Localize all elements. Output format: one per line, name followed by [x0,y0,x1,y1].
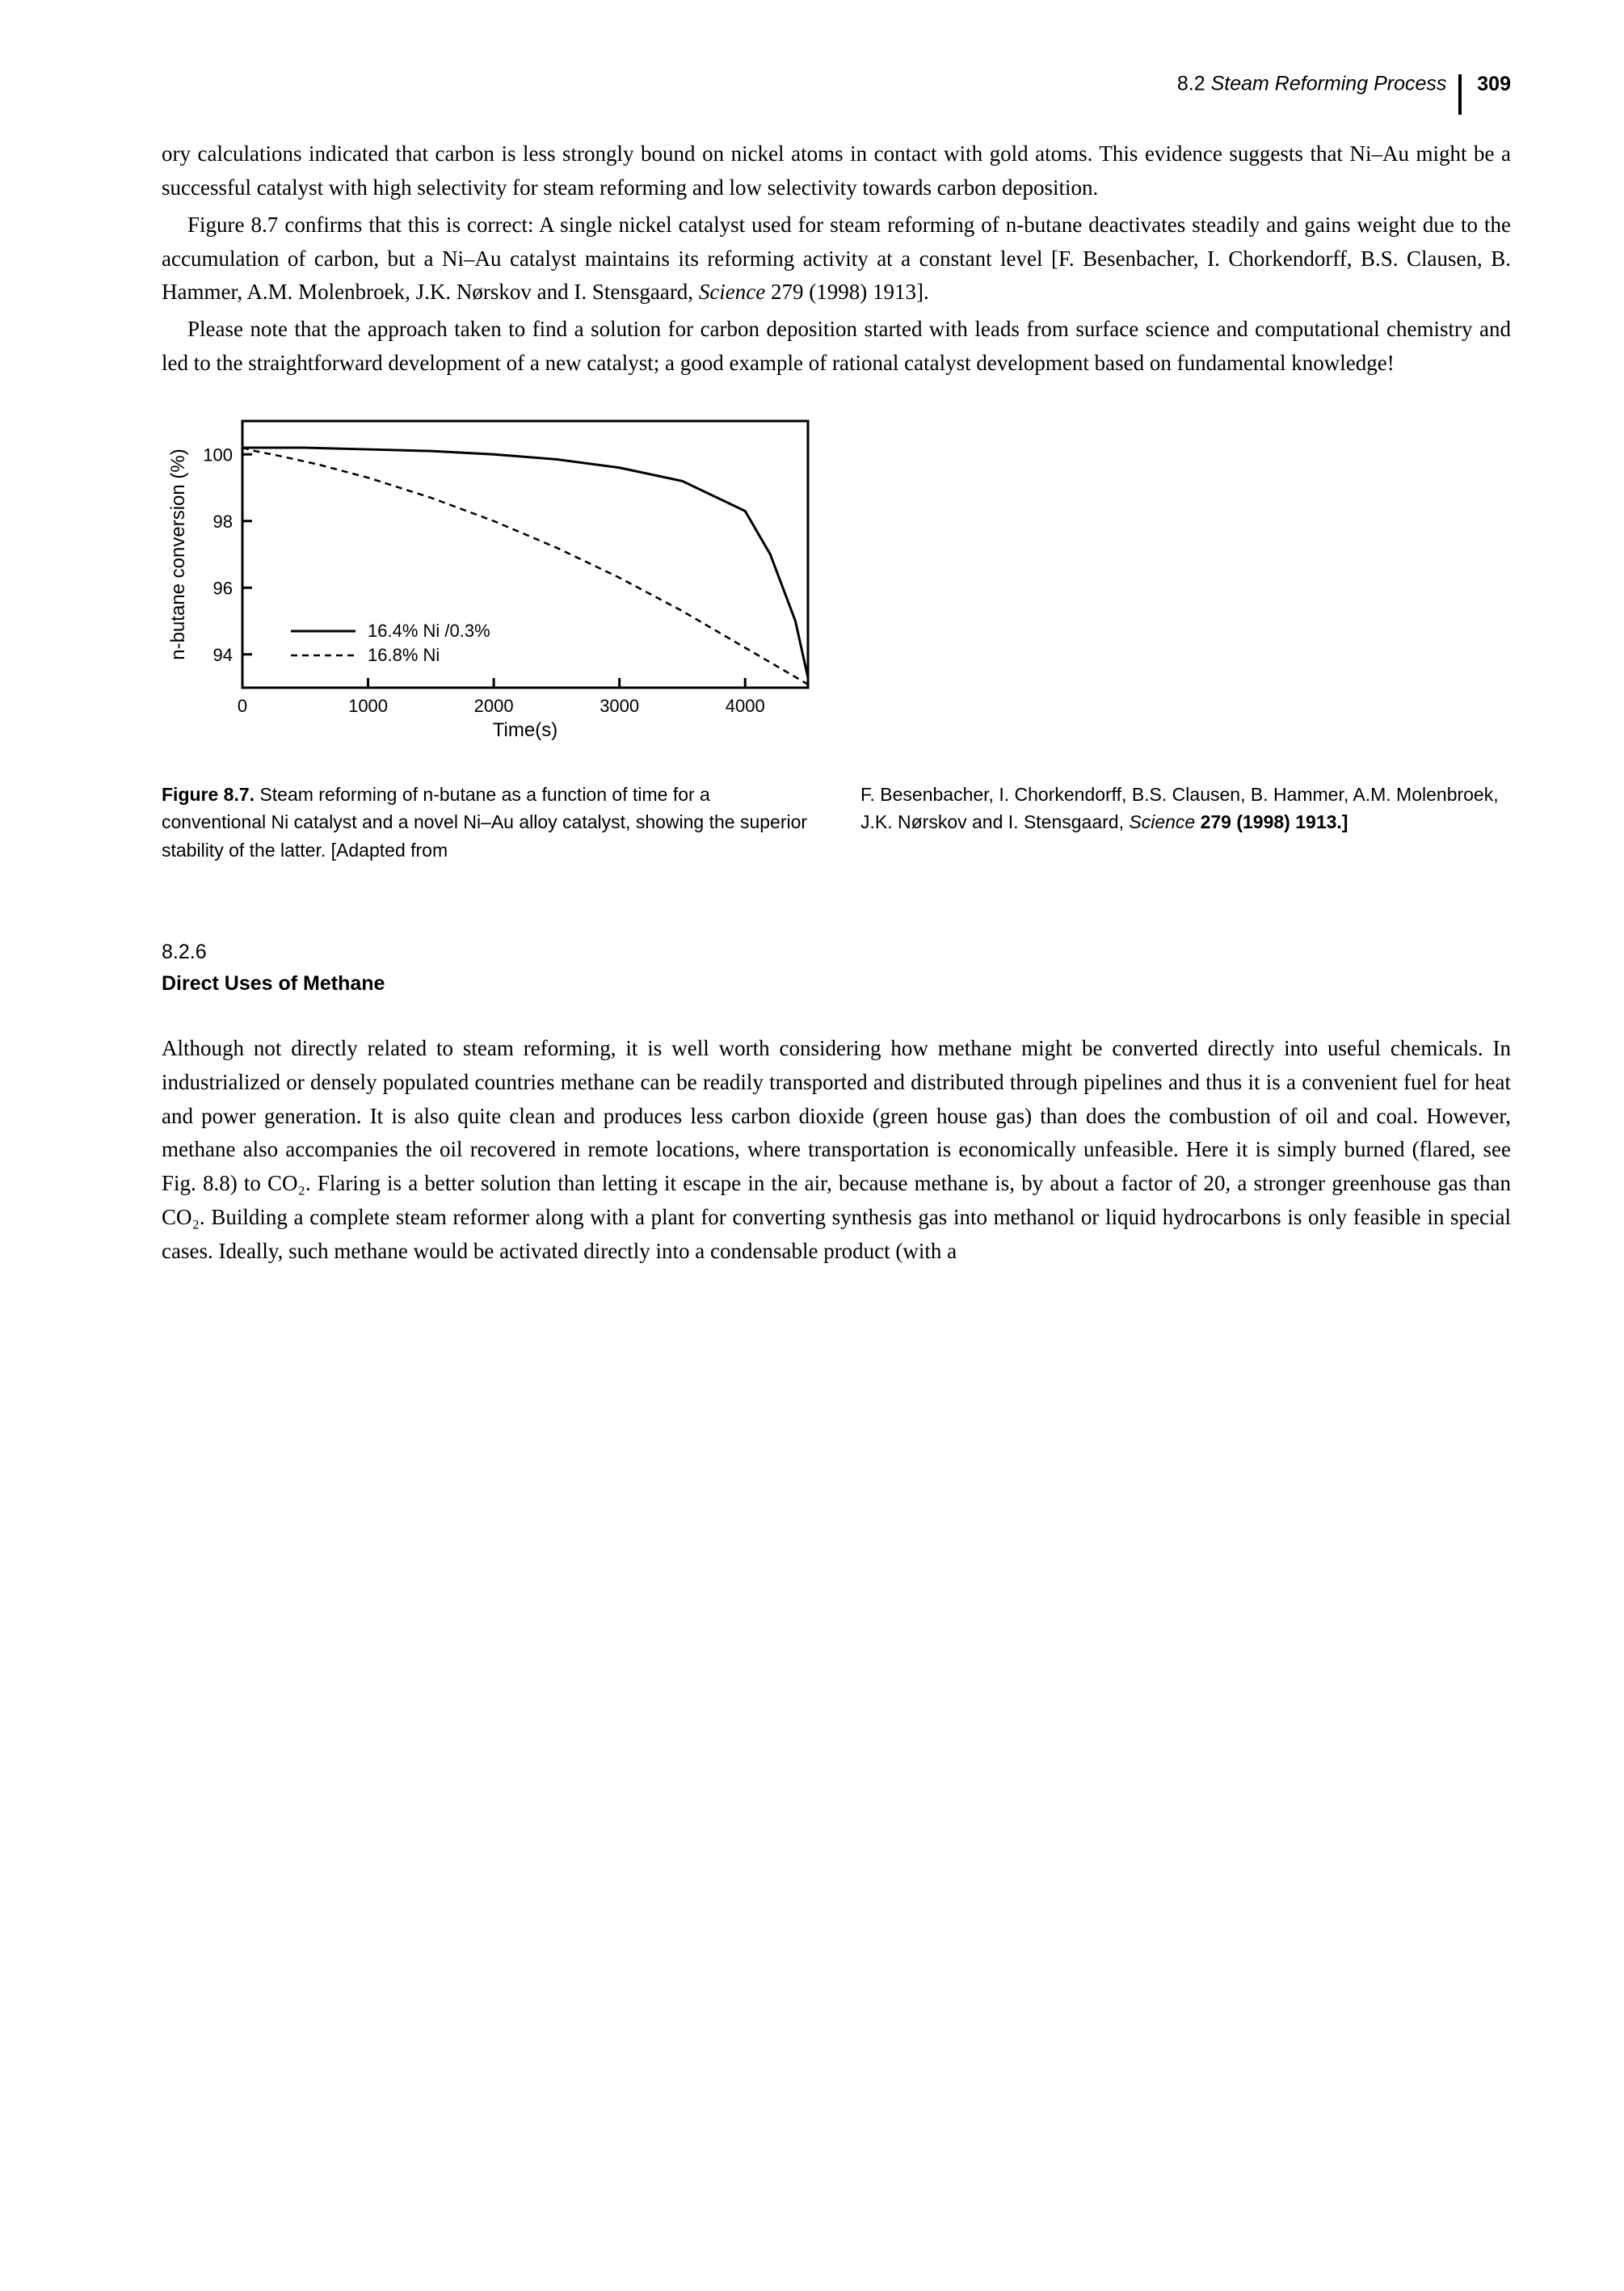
figure-8-7: 0 1000 2000 3000 4000 94 96 98 100 Time(s) n-butan… [162,405,1511,865]
figure-caption-left: Figure 8.7. Steam reforming of n-butane … [162,781,812,865]
svg-text:3000: 3000 [600,696,639,716]
paragraph-2: Figure 8.7 confirms that this is correct… [162,208,1511,310]
paragraph-1: ory calculations indicated that carbon i… [162,137,1511,205]
figure-caption-right-italic: Science [1129,811,1195,832]
svg-text:1000: 1000 [348,696,388,716]
chart: 0 1000 2000 3000 4000 94 96 98 100 Time(s) n-butan… [162,405,824,744]
svg-text:2000: 2000 [474,696,514,716]
paragraph-2-b: 279 (1998) 1913]. [765,280,928,304]
svg-text:98: 98 [213,512,233,532]
paragraph-4: Although not directly related to steam r… [162,1032,1511,1269]
figure-caption-right-b: 279 (1998) 1913.] [1195,811,1348,832]
header-section-title: Steam Reforming Process [1211,73,1447,95]
figure-caption-right: F. Besenbacher, I. Chorkendorff, B.S. Cl… [860,781,1511,865]
section-title: Direct Uses of Methane [162,968,1511,1000]
header-separator [1458,74,1462,115]
paragraph-2-italic: Science [699,280,765,304]
svg-text:100: 100 [203,444,233,465]
svg-text:Time(s): Time(s) [493,719,557,741]
svg-text:94: 94 [213,645,233,665]
paragraph-3: Please note that the approach taken to f… [162,313,1511,381]
svg-text:n-butane conversion (%): n-butane conversion (%) [167,449,189,659]
svg-text:4000: 4000 [726,696,765,716]
header-section-num: 8.2 [1177,73,1205,95]
figure-caption-left-text: Steam reforming of n-butane as a functio… [162,784,807,861]
section-heading: 8.2.6 Direct Uses of Methane [162,937,1511,1000]
figure-caption-label: Figure 8.7. [162,784,255,805]
figure-caption: Figure 8.7. Steam reforming of n-butane … [162,781,1511,865]
page-header: 8.2 Steam Reforming Process 309 [162,65,1511,105]
page-number: 309 [1477,73,1511,95]
svg-text:0: 0 [238,696,247,716]
svg-text:16.8% Ni: 16.8% Ni [368,645,440,665]
svg-text:16.4% Ni /0.3%: 16.4% Ni /0.3% [368,621,490,641]
svg-text:96: 96 [213,578,233,598]
section-number: 8.2.6 [162,937,1511,968]
